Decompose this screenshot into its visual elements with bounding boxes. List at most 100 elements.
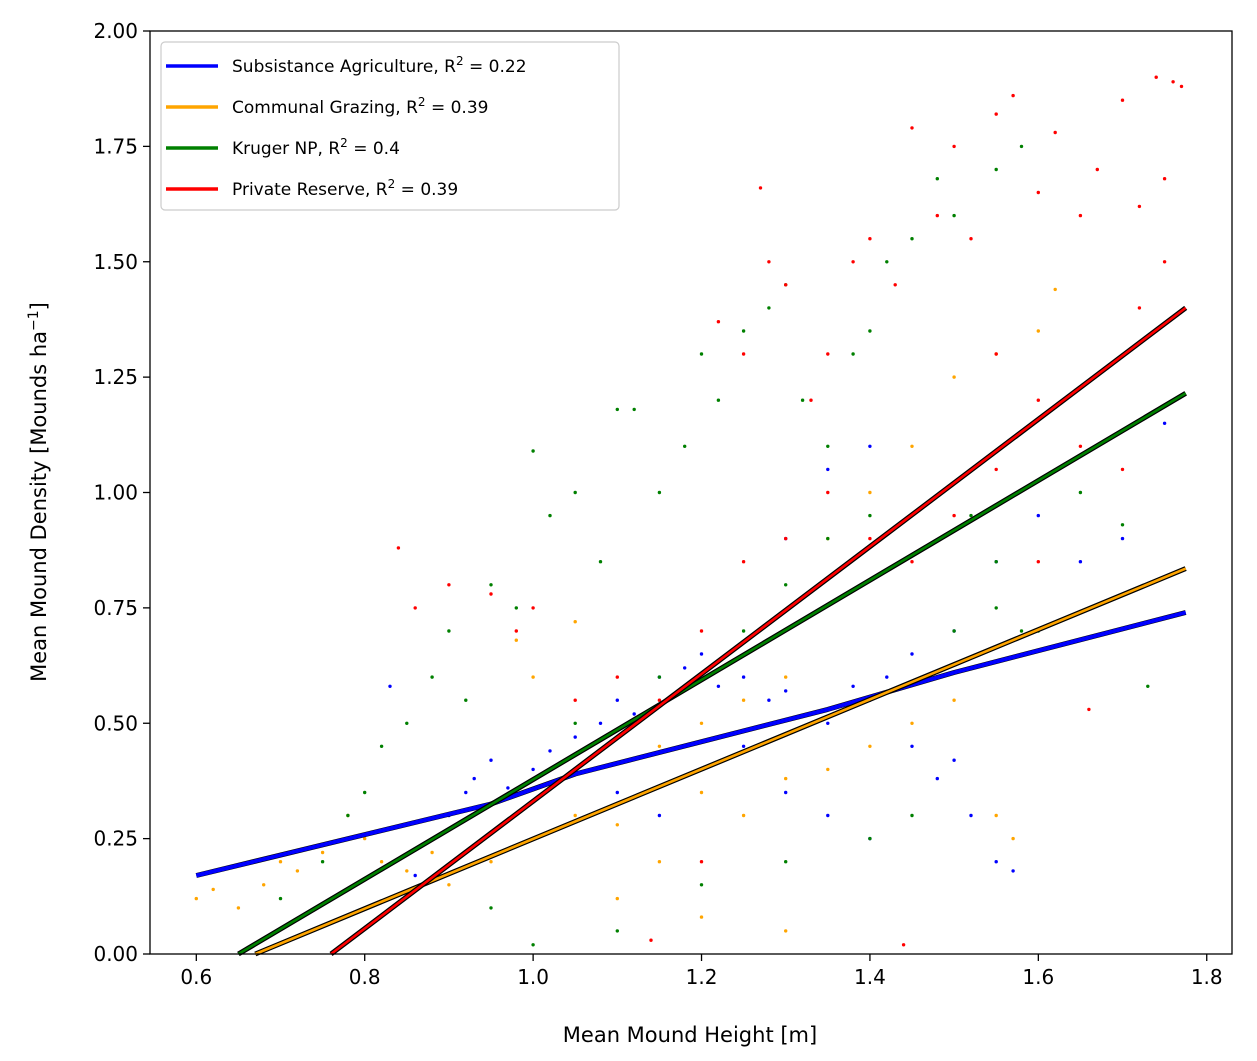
point-series-3-15: [809, 398, 813, 402]
point-series-3-40: [1137, 306, 1142, 310]
point-series-1-15: [573, 813, 577, 818]
point-series-3-53: [699, 860, 704, 864]
point-series-3-42: [826, 490, 830, 495]
point-series-3-19: [893, 283, 897, 287]
point-series-3-39: [1120, 467, 1125, 472]
point-series-3-1: [413, 606, 417, 610]
point-series-2-15: [615, 407, 619, 412]
point-series-1-16: [615, 823, 619, 827]
y-tick-label-2: 0.50: [93, 711, 138, 735]
point-series-0-15: [699, 652, 704, 656]
point-series-1-43: [615, 896, 619, 901]
point-series-1-2: [236, 906, 241, 910]
point-series-3-36: [994, 352, 998, 356]
point-series-2-42: [784, 860, 788, 864]
point-series-0-8: [548, 749, 552, 753]
point-series-0-47: [868, 444, 872, 448]
point-series-2-9: [489, 583, 493, 587]
point-series-0-7: [531, 767, 535, 772]
point-series-3-37: [1036, 398, 1041, 402]
point-series-3-10: [716, 320, 721, 324]
point-series-1-24: [952, 698, 956, 702]
point-series-2-34: [969, 513, 973, 518]
legend-label-0: Subsistance Agriculture, R2 = 0.22: [232, 54, 527, 77]
point-series-3-41: [1162, 260, 1167, 264]
point-series-2-46: [489, 906, 493, 910]
point-series-2-21: [741, 329, 746, 333]
y-tick-label-5: 1.25: [93, 365, 138, 389]
point-series-0-28: [969, 813, 973, 818]
point-series-1-3: [262, 883, 266, 887]
point-series-3-38: [1078, 444, 1083, 448]
point-series-2-1: [320, 860, 325, 864]
point-series-0-14: [683, 666, 687, 670]
point-series-1-25: [994, 813, 998, 818]
point-series-1-41: [514, 638, 518, 642]
y-tick-label-3: 0.75: [93, 596, 138, 620]
point-series-3-49: [1036, 560, 1041, 564]
point-series-0-21: [826, 721, 830, 725]
point-series-0-35: [784, 790, 788, 795]
legend-box: [160, 41, 620, 211]
point-series-0-46: [826, 467, 830, 472]
point-series-2-37: [1078, 490, 1083, 495]
point-series-0-30: [1011, 869, 1015, 873]
point-series-3-34: [1171, 80, 1175, 84]
point-series-0-12: [632, 712, 636, 716]
x-tick-label-3: 1.2: [686, 965, 718, 989]
point-series-2-55: [1019, 629, 1024, 633]
point-series-2-41: [868, 836, 872, 841]
point-series-2-28: [885, 260, 889, 264]
point-series-0-19: [784, 689, 788, 693]
point-series-1-34: [952, 375, 956, 379]
point-series-3-8: [657, 698, 662, 702]
point-series-3-33: [1162, 177, 1167, 181]
point-series-1-1: [211, 887, 215, 892]
point-series-3-29: [1095, 167, 1100, 172]
point-series-3-6: [573, 698, 577, 702]
point-series-3-46: [910, 560, 914, 564]
point-series-0-17: [741, 675, 746, 679]
point-series-1-39: [531, 675, 535, 679]
x-axis-label: Mean Mound Height [m]: [563, 1023, 817, 1047]
point-series-0-10: [598, 721, 603, 725]
point-series-2-35: [994, 560, 998, 564]
point-series-2-16: [632, 407, 636, 412]
point-series-3-32: [1154, 75, 1158, 79]
point-series-2-29: [910, 237, 914, 241]
point-series-3-47: [952, 513, 956, 518]
point-series-3-28: [1078, 213, 1083, 218]
point-series-0-24: [885, 675, 889, 679]
point-series-1-12: [447, 883, 451, 887]
point-series-0-0: [388, 684, 392, 688]
point-series-2-10: [514, 606, 518, 610]
point-series-3-24: [994, 112, 998, 116]
point-series-3-18: [868, 237, 872, 241]
point-series-1-8: [363, 836, 367, 841]
point-series-3-2: [447, 583, 451, 587]
point-series-2-6: [430, 675, 434, 679]
x-axis-ticks: 0.6 0.8 1.0 1.2 1.4 1.6 1.8: [180, 954, 1223, 989]
point-series-3-3: [489, 592, 493, 596]
point-series-2-38: [1120, 523, 1125, 527]
point-series-2-47: [741, 629, 746, 633]
point-series-2-39: [1146, 684, 1150, 688]
point-series-3-17: [851, 260, 855, 264]
point-series-2-40: [910, 813, 914, 818]
fit-lines-layer: [195, 305, 1188, 957]
point-series-1-28: [699, 721, 704, 725]
x-tick-label-5: 1.6: [1022, 965, 1054, 989]
point-series-1-42: [699, 915, 704, 919]
point-series-0-44: [1162, 421, 1167, 425]
point-series-0-25: [910, 744, 914, 748]
point-series-0-11: [615, 698, 619, 702]
point-series-1-33: [910, 444, 914, 448]
point-series-2-7: [447, 629, 451, 633]
point-series-2-14: [598, 560, 603, 564]
point-series-0-32: [657, 813, 662, 818]
point-series-1-0: [194, 896, 198, 901]
point-series-1-5: [295, 869, 300, 873]
point-series-2-0: [278, 896, 283, 901]
point-series-3-16: [826, 352, 830, 356]
